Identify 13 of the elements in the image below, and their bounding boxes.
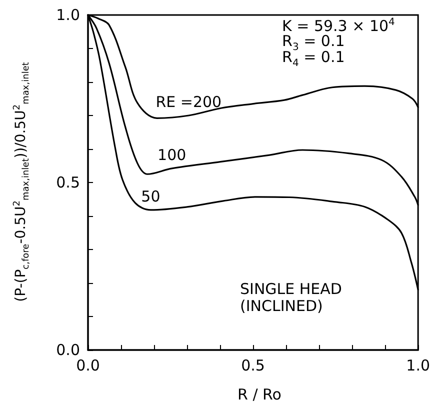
series-label: RE =200 bbox=[156, 93, 222, 111]
x-tick-label: 0.0 bbox=[76, 356, 100, 374]
x-axis-title: R / Ro bbox=[238, 386, 282, 404]
annotation: (INCLINED) bbox=[240, 297, 323, 315]
annotation: SINGLE HEAD bbox=[240, 280, 342, 298]
y-tick-label: 0.5 bbox=[56, 174, 80, 192]
series-label: 100 bbox=[158, 146, 186, 164]
annotation: K = 59.3 × 10$^{4}$ bbox=[282, 17, 395, 35]
y-tick-label: 0.0 bbox=[56, 341, 80, 359]
y-tick-label: 1.0 bbox=[56, 6, 80, 24]
series-label: 50 bbox=[141, 187, 160, 206]
x-tick-label: 0.5 bbox=[241, 356, 265, 374]
x-tick-label: 1.0 bbox=[406, 356, 430, 374]
